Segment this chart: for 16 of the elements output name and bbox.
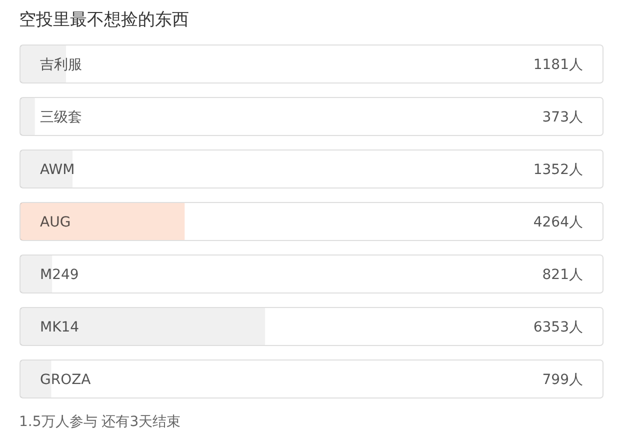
y-tick-label: M249 — [40, 267, 79, 283]
chart-title: 空投里最不想捡的东西 — [19, 10, 189, 30]
data-label: 799人 — [542, 372, 583, 388]
y-tick-label: AWM — [40, 162, 75, 178]
data-label: 373人 — [542, 110, 583, 126]
y-tick-label: GROZA — [40, 372, 92, 388]
data-label: 6353人 — [533, 320, 583, 336]
data-label: 821人 — [542, 267, 583, 283]
y-tick-label: 吉利服 — [40, 57, 82, 73]
data-label: 1181人 — [533, 57, 583, 73]
y-tick-label: MK14 — [40, 320, 80, 336]
y-tick-label: 三级套 — [40, 110, 82, 126]
data-label: 1352人 — [533, 162, 583, 178]
text: 1.5万人参与 还有3天结束 — [19, 414, 181, 430]
y-tick-label: AUG — [40, 214, 71, 230]
data-label: 4264人 — [533, 214, 583, 230]
